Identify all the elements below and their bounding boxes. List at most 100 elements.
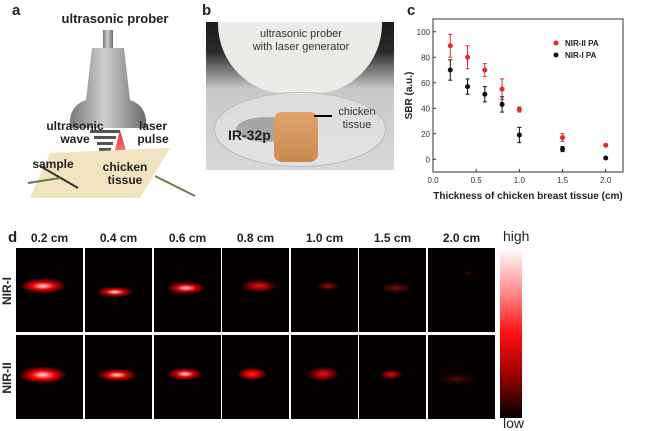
pa-signal xyxy=(316,281,339,290)
colorbar-low: low xyxy=(503,415,525,431)
data-point-nir1 xyxy=(447,67,453,73)
data-point-nir1 xyxy=(499,101,505,107)
panel-c-label: c xyxy=(407,2,416,19)
legend-marker xyxy=(553,52,559,58)
pa-image xyxy=(428,335,495,419)
sample-label: sample xyxy=(32,157,74,171)
y-tick-label: 40 xyxy=(421,104,430,113)
pa-image xyxy=(85,335,152,419)
tissue-photo-line2: tissue xyxy=(342,119,372,131)
x-tick-label: 2.0 xyxy=(600,176,612,185)
row-label: NIR-II xyxy=(0,362,14,394)
pa-signal xyxy=(380,369,403,379)
pa-image xyxy=(222,248,289,332)
prober-line2: with laser generator xyxy=(252,41,350,53)
colorbar xyxy=(500,248,522,418)
pa-image xyxy=(85,248,152,332)
pa-image xyxy=(16,248,83,332)
tissue-photo-label: chicken tissue xyxy=(332,106,382,132)
pa-signal xyxy=(238,368,267,381)
pa-signal xyxy=(241,279,276,292)
x-tick-label: 0.5 xyxy=(471,176,483,185)
pa-image xyxy=(154,248,221,332)
chicken-tissue-photo xyxy=(274,112,318,162)
column-label: 1.0 cm xyxy=(305,231,344,245)
arrow-icon xyxy=(314,115,332,117)
plot-frame xyxy=(432,18,624,173)
wave-line1: ultrasonic xyxy=(46,119,104,133)
legend-marker xyxy=(553,40,559,46)
x-tick-label: 0.0 xyxy=(427,176,439,185)
column-label: 0.6 cm xyxy=(168,231,207,245)
wave-line2: wave xyxy=(60,132,90,146)
column-label: 1.5 cm xyxy=(373,231,412,245)
sample-tube-icon xyxy=(39,165,79,189)
pa-image xyxy=(154,335,221,419)
legend-label: NIR-II PA xyxy=(565,39,599,48)
data-point-nir1 xyxy=(516,132,522,138)
pa-image xyxy=(222,335,289,419)
data-point-nir1 xyxy=(482,91,488,97)
pa-image xyxy=(428,248,495,332)
pa-signal xyxy=(97,286,134,297)
panel-b-label: b xyxy=(202,2,212,19)
pa-signal xyxy=(19,367,66,384)
data-point-nir2 xyxy=(499,86,505,92)
pa-signal xyxy=(460,270,477,277)
tissue-line1: chicken xyxy=(102,160,148,174)
pa-image xyxy=(291,335,358,419)
experiment-photo: ultrasonic prober with laser generator ch… xyxy=(206,22,394,170)
pa-signal xyxy=(438,372,479,385)
column-label: 0.4 cm xyxy=(99,231,138,245)
column-label: 2.0 cm xyxy=(442,231,481,245)
pa-signal xyxy=(380,283,411,294)
pa-signal xyxy=(168,368,203,381)
cable-icon xyxy=(103,30,113,48)
x-axis-label: Thickness of chicken breast tissue (cm) xyxy=(433,191,623,202)
chicken-tissue-icon xyxy=(30,148,170,198)
chicken-tissue-label: chicken tissue xyxy=(95,161,155,187)
laser-line2: pulse xyxy=(137,132,169,146)
prober-diagram xyxy=(27,30,196,198)
pa-image xyxy=(359,248,426,332)
legend-label: NIR-I PA xyxy=(565,51,597,60)
pa-signal xyxy=(20,278,65,293)
pa-signal xyxy=(308,366,339,381)
prober-title: ultrasonic prober xyxy=(61,11,169,26)
y-axis-label: SBR (a.u.) xyxy=(404,72,415,120)
data-point-nir1 xyxy=(560,146,566,152)
data-point-nir2 xyxy=(482,67,488,73)
data-point-nir1 xyxy=(465,84,471,90)
panel-a-label: a xyxy=(12,2,21,19)
x-tick-label: 1.5 xyxy=(557,176,569,185)
data-point-nir1 xyxy=(603,155,609,161)
row-label: NIR-I xyxy=(0,277,14,305)
tissue-line2: tissue xyxy=(107,173,143,187)
y-tick-label: 0 xyxy=(426,155,431,164)
pa-image xyxy=(291,248,358,332)
column-label: 0.2 cm xyxy=(30,231,69,245)
y-tick-label: 100 xyxy=(417,28,431,37)
y-tick-label: 20 xyxy=(421,130,430,139)
data-point-nir2 xyxy=(465,54,471,60)
y-tick-label: 60 xyxy=(421,79,430,88)
data-point-nir2 xyxy=(560,135,566,141)
panel-d-label: d xyxy=(8,229,18,246)
data-point-nir2 xyxy=(516,107,522,113)
x-tick-label: 1.0 xyxy=(514,176,526,185)
y-tick-label: 80 xyxy=(421,53,430,62)
prober-photo-label: ultrasonic prober with laser generator xyxy=(236,28,366,54)
data-point-nir2 xyxy=(603,142,609,148)
sbr-chart: 0.0 0.5 1.0 1.5 2.0 0 20 40 60 80 100 Thickness of … xyxy=(404,18,624,202)
laser-line1: laser xyxy=(138,119,168,133)
tissue-photo-line1: chicken xyxy=(338,106,376,118)
column-label: 0.8 cm xyxy=(236,231,275,245)
prober-line1: ultrasonic prober xyxy=(260,28,342,40)
laser-pulse-label: laser pulse xyxy=(128,120,178,146)
ultrasonic-wave-label: ultrasonic wave xyxy=(40,120,110,146)
data-point-nir2 xyxy=(447,43,453,49)
pa-signal xyxy=(98,369,137,382)
pa-image xyxy=(16,335,83,419)
pa-image xyxy=(359,335,426,419)
colorbar-high: high xyxy=(503,228,530,244)
